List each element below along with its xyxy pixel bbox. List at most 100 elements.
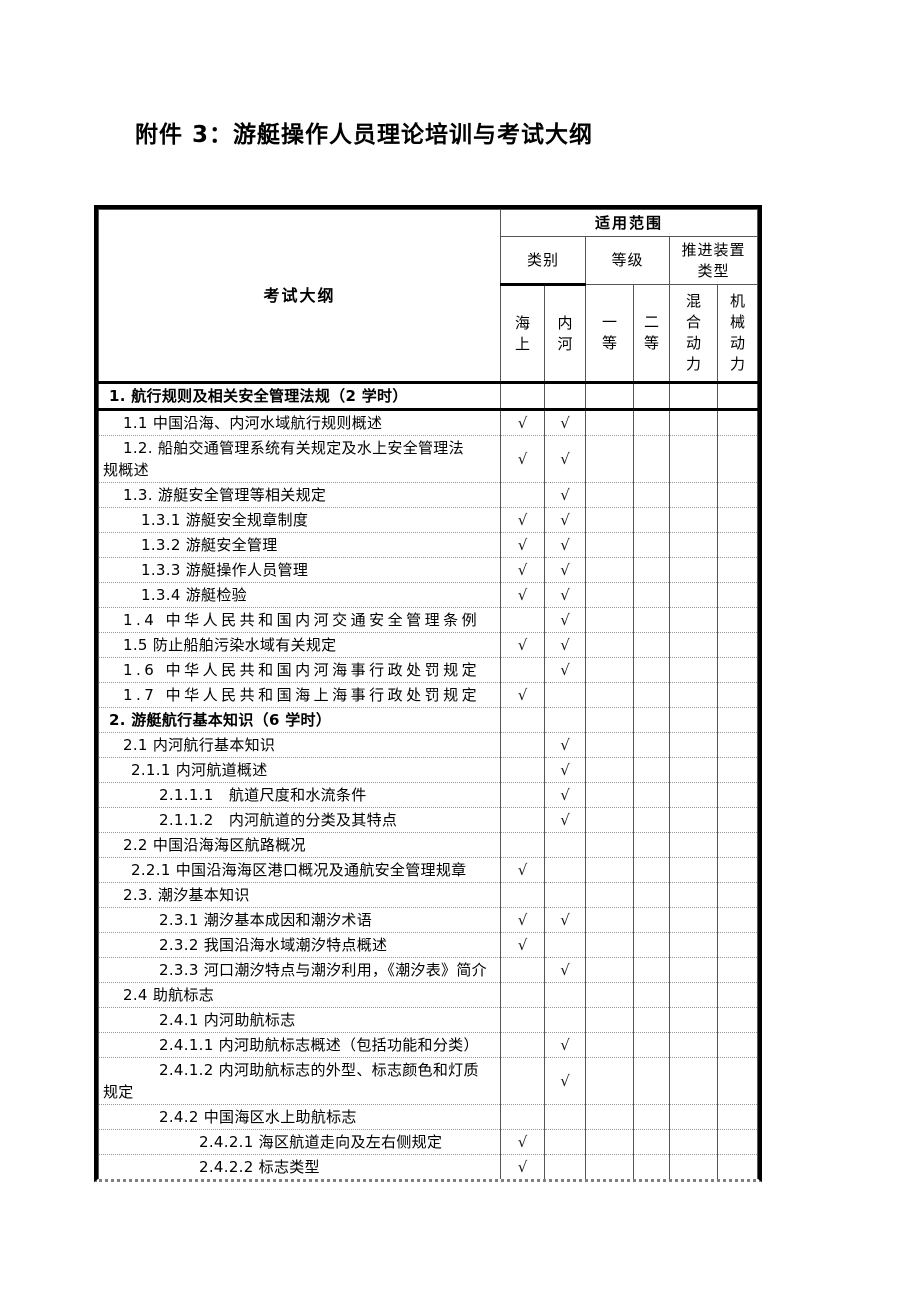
empty-cell bbox=[633, 657, 670, 683]
check-mark: √ bbox=[500, 409, 545, 436]
check-mark: √ bbox=[544, 607, 586, 633]
empty-cell bbox=[716, 607, 759, 633]
outline-item-text: 1.3. 游艇安全管理等相关规定 bbox=[98, 482, 501, 508]
empty-cell bbox=[544, 1007, 586, 1033]
empty-cell bbox=[544, 707, 586, 733]
empty-cell bbox=[669, 557, 718, 583]
empty-cell bbox=[633, 1057, 670, 1105]
table-row: 1.6 中华人民共和国内河海事行政处罚规定 √ bbox=[98, 657, 759, 683]
empty-cell bbox=[633, 632, 670, 658]
empty-cell bbox=[500, 982, 545, 1008]
empty-cell bbox=[669, 1104, 718, 1130]
empty-cell bbox=[633, 382, 670, 411]
check-mark: √ bbox=[544, 557, 586, 583]
check-mark: √ bbox=[500, 932, 545, 958]
empty-cell bbox=[669, 957, 718, 983]
outline-item-text: 1. 航行规则及相关安全管理法规（2 学时） bbox=[98, 382, 501, 411]
empty-cell bbox=[716, 907, 759, 933]
table-header: 考试大纲 适用范围 类别 等级 推进装置 类型 海 上 内 河 一 等 二 等 … bbox=[98, 209, 759, 384]
empty-cell bbox=[716, 435, 759, 483]
empty-cell bbox=[716, 707, 759, 733]
outline-item-text: 1.3.3 游艇操作人员管理 bbox=[98, 557, 501, 583]
empty-cell bbox=[585, 607, 634, 633]
empty-cell bbox=[500, 1104, 545, 1130]
empty-cell bbox=[669, 1032, 718, 1058]
table-row: 1.3.3 游艇操作人员管理 √ √ bbox=[98, 557, 759, 583]
empty-cell bbox=[500, 1057, 545, 1105]
empty-cell bbox=[716, 957, 759, 983]
empty-cell bbox=[585, 557, 634, 583]
empty-cell bbox=[716, 382, 759, 411]
empty-cell bbox=[633, 757, 670, 783]
table-row: 2.2 中国沿海海区航路概况 bbox=[98, 832, 759, 858]
empty-cell bbox=[585, 857, 634, 883]
empty-cell bbox=[633, 932, 670, 958]
empty-cell bbox=[633, 882, 670, 908]
check-mark: √ bbox=[544, 657, 586, 683]
empty-cell bbox=[633, 957, 670, 983]
check-mark: √ bbox=[500, 507, 545, 533]
empty-cell bbox=[669, 732, 718, 758]
column-header-hybrid-power: 混 合 动 力 bbox=[669, 284, 718, 384]
table-row: 2.4 助航标志 bbox=[98, 982, 759, 1008]
outline-item-text: 1.1 中国沿海、内河水域航行规则概述 bbox=[98, 409, 501, 436]
check-mark: √ bbox=[500, 435, 545, 483]
empty-cell bbox=[633, 482, 670, 508]
empty-cell bbox=[585, 757, 634, 783]
check-mark: √ bbox=[500, 1129, 545, 1155]
check-mark: √ bbox=[544, 582, 586, 608]
empty-cell bbox=[500, 1032, 545, 1058]
empty-cell bbox=[669, 582, 718, 608]
check-mark: √ bbox=[544, 782, 586, 808]
empty-cell bbox=[669, 1057, 718, 1105]
empty-cell bbox=[585, 1057, 634, 1105]
empty-cell bbox=[585, 882, 634, 908]
table-row: 2.1.1 内河航道概述 √ bbox=[98, 757, 759, 783]
empty-cell bbox=[585, 1104, 634, 1130]
empty-cell bbox=[585, 532, 634, 558]
empty-cell bbox=[716, 682, 759, 708]
training-outline-table: 考试大纲 适用范围 类别 等级 推进装置 类型 海 上 内 河 一 等 二 等 … bbox=[98, 209, 759, 1179]
empty-cell bbox=[585, 782, 634, 808]
empty-cell bbox=[669, 632, 718, 658]
check-mark: √ bbox=[544, 435, 586, 483]
empty-cell bbox=[585, 707, 634, 733]
empty-cell bbox=[633, 435, 670, 483]
empty-cell bbox=[633, 832, 670, 858]
table-row: 2.3.1 潮汐基本成因和潮汐术语 √ √ bbox=[98, 907, 759, 933]
empty-cell bbox=[669, 1007, 718, 1033]
empty-cell bbox=[633, 982, 670, 1008]
empty-cell bbox=[633, 1154, 670, 1179]
check-mark: √ bbox=[544, 632, 586, 658]
header-row-groups: 类别 等级 推进装置 类型 bbox=[99, 236, 759, 286]
check-mark: √ bbox=[500, 532, 545, 558]
empty-cell bbox=[716, 507, 759, 533]
empty-cell bbox=[544, 832, 586, 858]
table-row: 2.2.1 中国沿海海区港口概况及通航安全管理规章 √ bbox=[98, 857, 759, 883]
outline-item-text: 1.3.1 游艇安全规章制度 bbox=[98, 507, 501, 533]
empty-cell bbox=[500, 382, 545, 411]
empty-cell bbox=[716, 1032, 759, 1058]
outline-item-text: 1.7 中华人民共和国海上海事行政处罚规定 bbox=[98, 682, 501, 708]
check-mark: √ bbox=[544, 807, 586, 833]
table-row: 2.4.1.2 内河助航标志的外型、标志颜色和灯质 规定 √ bbox=[98, 1057, 759, 1105]
table-row: 2.3. 潮汐基本知识 bbox=[98, 882, 759, 908]
empty-cell bbox=[585, 1154, 634, 1179]
empty-cell bbox=[585, 1129, 634, 1155]
empty-cell bbox=[633, 532, 670, 558]
empty-cell bbox=[544, 882, 586, 908]
empty-cell bbox=[585, 982, 634, 1008]
empty-cell bbox=[716, 832, 759, 858]
outline-item-text: 2.4.1.1 内河助航标志概述（包括功能和分类） bbox=[98, 1032, 501, 1058]
empty-cell bbox=[585, 907, 634, 933]
empty-cell bbox=[716, 1057, 759, 1105]
empty-cell bbox=[500, 882, 545, 908]
empty-cell bbox=[585, 435, 634, 483]
check-mark: √ bbox=[544, 507, 586, 533]
category-group-header: 类别 bbox=[500, 236, 586, 286]
empty-cell bbox=[716, 932, 759, 958]
empty-cell bbox=[633, 1129, 670, 1155]
table-row: 1.3. 游艇安全管理等相关规定 √ bbox=[98, 482, 759, 508]
outline-item-text: 2.3.3 河口潮汐特点与潮汐利用，《潮汐表》简介 bbox=[98, 957, 501, 983]
